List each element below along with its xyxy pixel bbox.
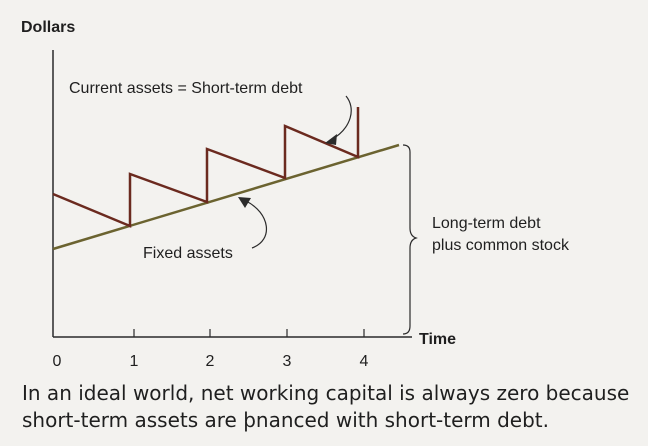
- caption: In an ideal world, net working capital i…: [22, 380, 642, 434]
- y-axis-title: Dollars: [21, 19, 75, 36]
- long-term-label-line1: Long-term debt: [432, 215, 541, 232]
- diagram: Dollars Time 0 1 2 3 4 Current assets = …: [21, 19, 570, 370]
- current-assets-line: [52, 107, 360, 228]
- x-tick-label-3: 3: [283, 353, 292, 370]
- current-assets-label: Current assets = Short-term debt: [69, 80, 303, 97]
- long-term-label-line2: plus common stock: [432, 237, 570, 254]
- fixed-assets-arrow: [245, 200, 268, 249]
- caption-line-2: short-term assets are þnanced with short…: [22, 408, 550, 432]
- fixed-assets-arrowhead: [238, 197, 251, 208]
- fixed-assets-line: [52, 143, 400, 251]
- long-term-bracket: [402, 144, 418, 335]
- x-tick-label-1: 1: [130, 353, 139, 370]
- x-tick-label-2: 2: [206, 353, 215, 370]
- current-assets-arrow: [330, 95, 352, 141]
- x-tick-label-4: 4: [360, 353, 369, 370]
- x-tick-label-0: 0: [53, 353, 62, 370]
- current-assets-arrowhead: [325, 134, 337, 145]
- x-axis-title: Time: [419, 331, 456, 348]
- caption-line-1: In an ideal world, net working capital i…: [22, 381, 630, 405]
- fixed-assets-label: Fixed assets: [143, 245, 233, 262]
